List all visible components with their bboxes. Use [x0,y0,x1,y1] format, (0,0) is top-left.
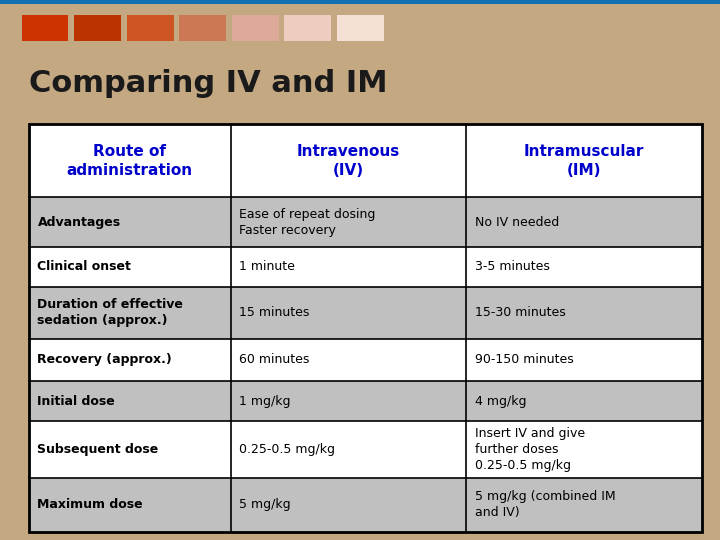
Text: 60 minutes: 60 minutes [239,353,310,366]
Bar [29,124,702,197]
Bar [29,197,702,247]
Text: 1 minute: 1 minute [239,260,295,273]
Bar [232,15,279,40]
Bar [29,381,702,421]
Bar [29,339,702,381]
Bar [284,15,331,40]
Text: Initial dose: Initial dose [37,395,115,408]
Text: Duration of effective
sedation (approx.): Duration of effective sedation (approx.) [37,298,184,327]
Text: 15 minutes: 15 minutes [239,306,310,319]
Text: 3-5 minutes: 3-5 minutes [475,260,550,273]
Text: Intravenous
(IV): Intravenous (IV) [297,144,400,178]
Text: 4 mg/kg: 4 mg/kg [475,395,526,408]
Bar [29,287,702,339]
Text: Route of
administration: Route of administration [67,144,193,178]
Text: 5 mg/kg (combined IM
and IV): 5 mg/kg (combined IM and IV) [475,490,616,519]
Text: Ease of repeat dosing
Faster recovery: Ease of repeat dosing Faster recovery [239,207,376,237]
Bar [29,478,702,532]
Bar [127,15,174,40]
Text: Comparing IV and IM: Comparing IV and IM [29,69,387,98]
Bar [29,124,702,532]
Text: 1 mg/kg: 1 mg/kg [239,395,291,408]
Bar [29,247,702,287]
Text: Advantages: Advantages [37,215,120,228]
Bar [22,15,68,40]
Text: Intramuscular
(IM): Intramuscular (IM) [524,144,644,178]
Text: Clinical onset: Clinical onset [37,260,131,273]
Text: 15-30 minutes: 15-30 minutes [475,306,566,319]
Bar [74,15,121,40]
Text: Insert IV and give
further doses
0.25-0.5 mg/kg: Insert IV and give further doses 0.25-0.… [475,427,585,472]
Text: 5 mg/kg: 5 mg/kg [239,498,291,511]
Bar [29,421,702,478]
Text: Recovery (approx.): Recovery (approx.) [37,353,172,366]
Text: Maximum dose: Maximum dose [37,498,143,511]
Bar [179,15,226,40]
Text: 90-150 minutes: 90-150 minutes [475,353,574,366]
Text: Subsequent dose: Subsequent dose [37,443,158,456]
Text: 0.25-0.5 mg/kg: 0.25-0.5 mg/kg [239,443,336,456]
Bar [0,0,720,4]
Bar [337,15,384,40]
Text: No IV needed: No IV needed [475,215,559,228]
